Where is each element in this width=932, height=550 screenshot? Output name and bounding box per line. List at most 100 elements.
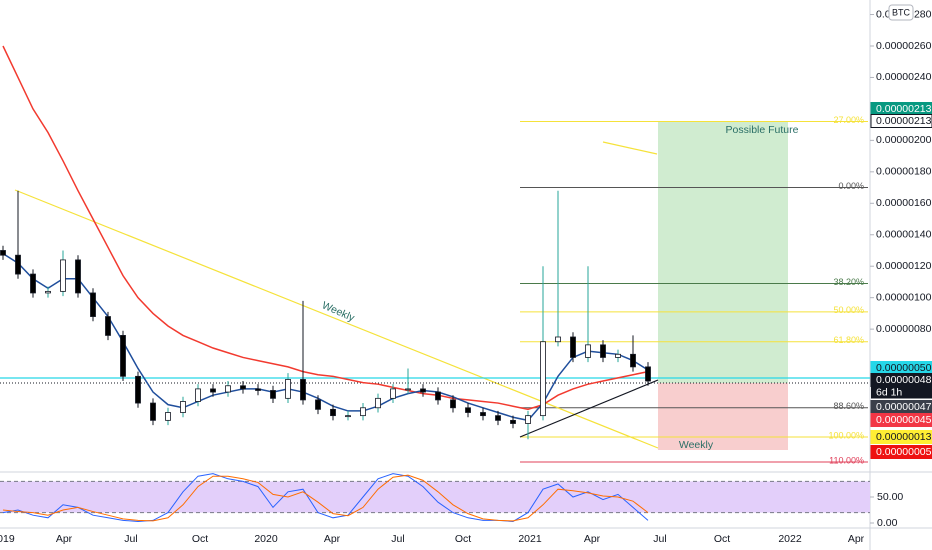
candle-body bbox=[135, 375, 141, 404]
annotation: Weekly bbox=[679, 439, 714, 451]
x-tick-label: 2019 bbox=[0, 533, 15, 545]
candle-body bbox=[570, 336, 576, 358]
y-tick-label: 0.00000140 bbox=[876, 229, 932, 241]
candle-body bbox=[285, 379, 291, 399]
candle-body bbox=[255, 388, 261, 391]
candle-body bbox=[210, 388, 216, 393]
fib-label: 100.00% bbox=[828, 430, 864, 440]
price-label-box bbox=[870, 413, 932, 427]
x-tick-label: Apr bbox=[56, 533, 73, 545]
price-label: 0.00000213 bbox=[876, 115, 932, 127]
candle-body bbox=[120, 335, 126, 377]
x-tick-label: Apr bbox=[848, 533, 865, 545]
candle-body bbox=[375, 397, 381, 409]
candle-body bbox=[495, 415, 501, 421]
candle-body bbox=[585, 344, 591, 358]
y-tick-label: 0.00000080 bbox=[876, 323, 932, 335]
target-zone bbox=[658, 121, 788, 383]
candle-body bbox=[405, 388, 411, 391]
price-label: 0.00000048 bbox=[876, 374, 932, 386]
candle-body bbox=[600, 344, 606, 358]
price-label: 0.00000047 bbox=[876, 401, 932, 413]
x-tick-label: 2021 bbox=[518, 533, 542, 545]
candle-body bbox=[540, 341, 546, 417]
candle-body bbox=[615, 353, 621, 358]
y-tick-label: 50.00 bbox=[877, 491, 903, 503]
candle-body bbox=[480, 412, 486, 417]
y-tick-label: 0.00 bbox=[877, 517, 898, 529]
candle-body bbox=[345, 415, 351, 418]
stoch-line bbox=[2, 474, 649, 522]
candle-body bbox=[150, 402, 156, 421]
candle-body bbox=[645, 366, 651, 382]
price-label: 0.00000005 bbox=[876, 446, 932, 458]
price-label-box bbox=[870, 445, 932, 459]
x-tick-label: Oct bbox=[714, 533, 730, 545]
candle-body bbox=[360, 407, 366, 417]
y-tick-label: 0.00000260 bbox=[876, 40, 932, 52]
y-tick-label: 0.00000200 bbox=[876, 134, 932, 146]
candle-body bbox=[15, 254, 21, 275]
candle-body bbox=[330, 408, 336, 417]
trend-line bbox=[602, 141, 658, 155]
candle-body bbox=[555, 336, 561, 343]
fib-label: 0.00% bbox=[838, 181, 864, 191]
price-label-sub: 6d 1h bbox=[876, 386, 902, 398]
price-label: 0.00000045 bbox=[876, 414, 932, 426]
candle-body bbox=[195, 388, 201, 402]
trend-line bbox=[14, 189, 659, 449]
fib-label: 27.00% bbox=[833, 115, 864, 125]
candle-body bbox=[300, 379, 306, 401]
y-tick-label: 0.00000100 bbox=[876, 291, 932, 303]
price-label: 0.00000050 bbox=[876, 362, 932, 374]
y-tick-label: 0.00000120 bbox=[876, 260, 932, 272]
candle-body bbox=[90, 292, 96, 317]
x-tick-label: Oct bbox=[192, 533, 208, 545]
candle-body bbox=[240, 385, 246, 390]
stoch-band bbox=[0, 481, 870, 513]
x-tick-label: 2022 bbox=[778, 533, 802, 545]
candle-body bbox=[630, 353, 636, 368]
x-tick-label: 2020 bbox=[254, 533, 278, 545]
candle-body bbox=[420, 388, 426, 393]
y-tick-label: 0.00000160 bbox=[876, 197, 932, 209]
fib-label: 38.20% bbox=[833, 277, 864, 287]
candle-body bbox=[0, 250, 6, 256]
candle-body bbox=[390, 388, 396, 399]
fib-label: 110.00% bbox=[829, 455, 864, 465]
symbol: BTC bbox=[892, 7, 911, 17]
candle-body bbox=[465, 407, 471, 413]
candle-body bbox=[525, 415, 531, 424]
x-tick-label: Apr bbox=[584, 533, 601, 545]
trend-line bbox=[519, 379, 659, 438]
candle-body bbox=[435, 391, 441, 401]
x-tick-label: Jul bbox=[124, 533, 137, 545]
x-tick-label: Oct bbox=[455, 533, 471, 545]
candle-body bbox=[315, 399, 321, 410]
symbol-badge bbox=[888, 4, 914, 21]
price-label-box bbox=[870, 430, 932, 444]
candle-body bbox=[75, 259, 81, 294]
price-label-box bbox=[871, 386, 932, 399]
candle-body bbox=[30, 273, 36, 294]
x-tick-label: Jul bbox=[391, 533, 404, 545]
price-label: 0.00000213 bbox=[876, 103, 932, 115]
candle-body bbox=[60, 259, 66, 292]
price-label-box bbox=[870, 114, 932, 128]
fib-label: 88.60% bbox=[833, 401, 864, 411]
annotation: Possible Future bbox=[726, 124, 799, 136]
y-tick-label: 0.00000240 bbox=[876, 71, 932, 83]
x-tick-label: Jul bbox=[653, 533, 666, 545]
candle-body bbox=[180, 401, 186, 413]
candle-body bbox=[270, 390, 276, 399]
candle-body bbox=[450, 399, 456, 409]
y-tick-label: 0.00000180 bbox=[876, 166, 932, 178]
candle-body bbox=[165, 412, 171, 421]
candle-body bbox=[510, 419, 516, 424]
fib-label: 61.80% bbox=[833, 335, 864, 345]
x-tick-label: Apr bbox=[324, 533, 341, 545]
candle-body bbox=[45, 290, 51, 294]
